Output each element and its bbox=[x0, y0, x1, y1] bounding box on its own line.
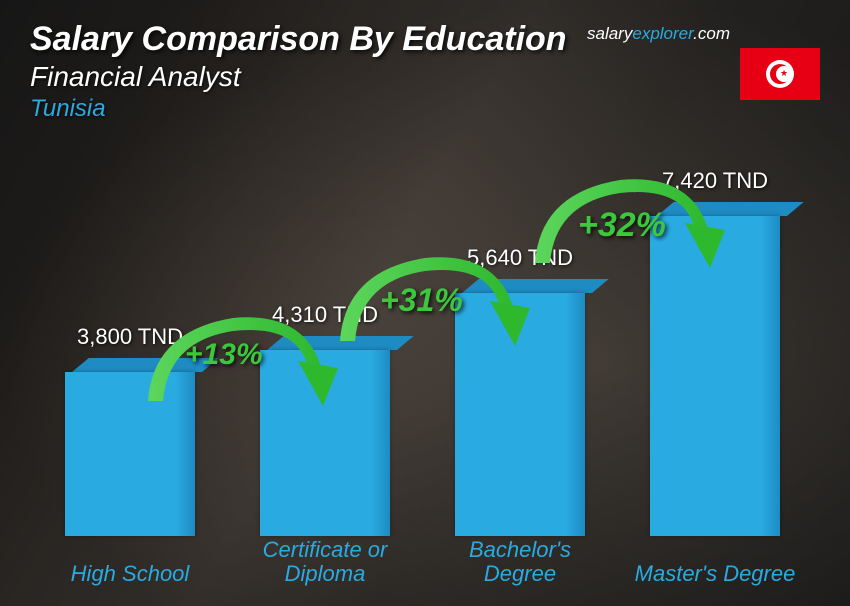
subtitle: Financial Analyst bbox=[30, 61, 820, 93]
increase-label: +13% bbox=[185, 338, 263, 372]
increase-label: +31% bbox=[380, 282, 463, 319]
bar-label: Certificate or Diploma bbox=[235, 538, 415, 586]
arrow-head bbox=[490, 301, 530, 346]
brand-suffix: .com bbox=[693, 24, 730, 43]
bar-label: High School bbox=[40, 562, 220, 586]
bar-label: Master's Degree bbox=[625, 562, 805, 586]
brand-main: explorer bbox=[632, 24, 693, 43]
tunisia-flag: ★ bbox=[740, 48, 820, 100]
flag-star: ★ bbox=[780, 68, 788, 79]
infographic-container: Salary Comparison By Education Financial… bbox=[0, 0, 850, 606]
arrow-head bbox=[685, 223, 725, 268]
chart-area: 3,800 TNDHigh School4,310 TNDCertificate… bbox=[30, 106, 800, 586]
bar-label: Bachelor's Degree bbox=[430, 538, 610, 586]
flag-crescent: ★ bbox=[770, 64, 790, 84]
flag-circle: ★ bbox=[766, 60, 794, 88]
increase-label: +32% bbox=[578, 206, 666, 245]
brand-prefix: salary bbox=[587, 24, 632, 43]
branding: salaryexplorer.com bbox=[587, 24, 730, 44]
